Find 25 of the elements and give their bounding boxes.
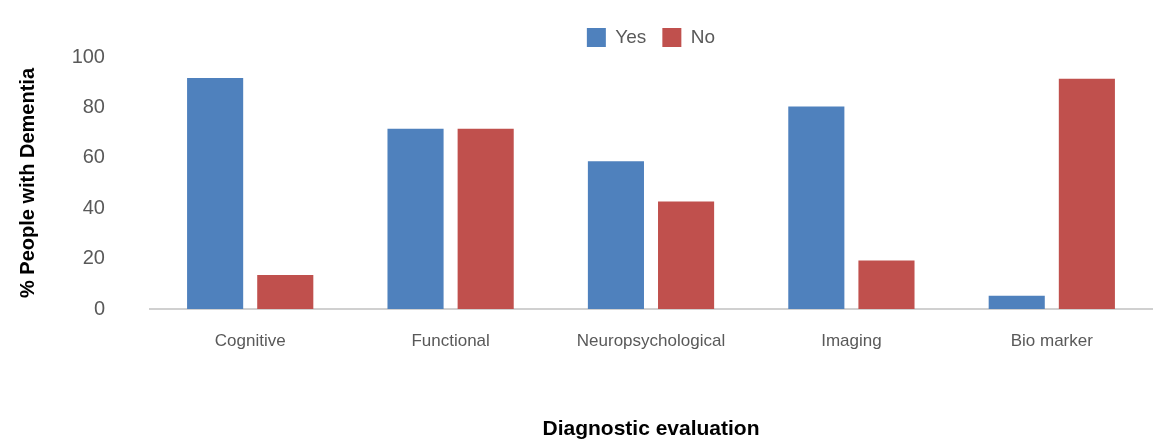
bar: [988, 295, 1045, 309]
x-axis-title: Diagnostic evaluation: [542, 416, 760, 440]
bar: [788, 106, 845, 309]
bar: [187, 77, 244, 309]
x-tick-label: Cognitive: [214, 330, 286, 350]
x-tick-label: Neuropsychological: [576, 330, 726, 350]
y-tick-label: 100: [71, 44, 105, 67]
bar: [257, 274, 314, 309]
bar: [387, 128, 444, 309]
x-tick-label: Functional: [411, 330, 490, 350]
bar: [587, 161, 644, 309]
bar: [1058, 78, 1115, 309]
y-axis-title: % People with Dementia: [15, 67, 38, 299]
y-tick-label: 60: [82, 145, 105, 168]
bar: [457, 128, 514, 309]
legend-label: No: [690, 25, 716, 47]
x-tick-label: Imaging: [821, 330, 882, 350]
y-tick-label: 80: [82, 94, 105, 117]
bar: [858, 260, 915, 309]
y-tick-label: 0: [93, 296, 105, 319]
bar: [658, 201, 715, 309]
y-tick-label: 20: [82, 246, 105, 269]
legend-label: Yes: [615, 25, 647, 47]
x-tick-label: Bio marker: [1010, 330, 1094, 350]
y-tick-label: 40: [82, 195, 105, 218]
